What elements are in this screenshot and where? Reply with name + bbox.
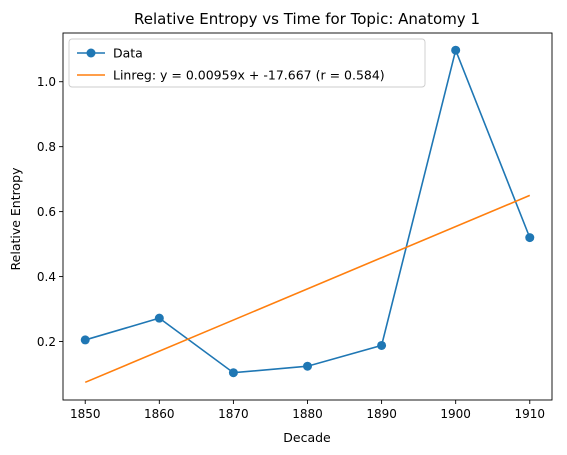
data-point-0-5 [451,45,461,55]
x-tick-label: 1900 [440,407,471,421]
legend-box [68,38,426,88]
data-point-0-2 [228,368,238,378]
legend-label: Data [113,46,143,61]
y-tick-label: 0.2 [37,335,56,349]
x-tick-label: 1880 [292,407,323,421]
data-point-0-4 [377,340,387,350]
data-point-0-6 [525,233,535,243]
series-line-1 [84,194,531,384]
y-tick-label: 1.0 [37,75,56,89]
x-axis-label: Decade [283,430,331,445]
x-tick-label: 1910 [514,407,545,421]
y-axis-label: Relative Entropy [8,167,23,271]
legend-marker [86,48,96,58]
chart-title: Relative Entropy vs Time for Topic: Anat… [134,10,480,28]
legend-label: Linreg: y = 0.00959x + -17.667 (r = 0.58… [113,68,385,83]
plot-area: 1850 1860 1870 1880 1890 1900 1910 0.2 0.4 0.6 0.8… [37,32,553,421]
y-tick-label: 0.6 [37,205,56,219]
x-tick-label: 1860 [144,407,175,421]
x-tick-label: 1850 [70,407,101,421]
y-tick-label: 0.8 [37,140,56,154]
data-point-0-0 [80,335,90,345]
data-point-0-3 [303,361,312,371]
data-point-0-1 [154,313,164,323]
y-tick-label: 0.4 [37,270,56,284]
x-tick-label: 1870 [218,407,249,421]
x-tick-label: 1890 [366,407,397,421]
series-line-0 [85,47,531,374]
